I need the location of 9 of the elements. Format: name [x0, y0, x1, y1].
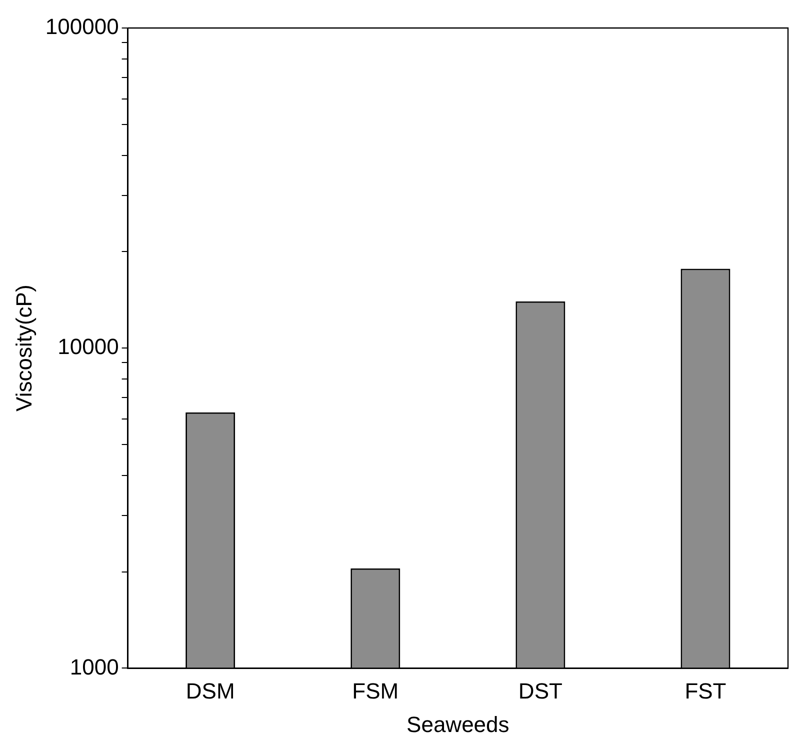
- y-axis-title: Viscosity(cP): [11, 284, 36, 412]
- y-tick-label: 1000: [70, 654, 119, 680]
- x-tick-label: FSM: [352, 678, 399, 704]
- y-tick-label: 10000: [58, 334, 119, 360]
- x-axis-title: Seaweeds: [406, 712, 510, 737]
- x-tick-label: FST: [684, 678, 726, 704]
- x-tick-label: DSM: [186, 678, 235, 704]
- y-tick-label: 100000: [45, 14, 119, 40]
- x-tick-label: DST: [518, 678, 562, 704]
